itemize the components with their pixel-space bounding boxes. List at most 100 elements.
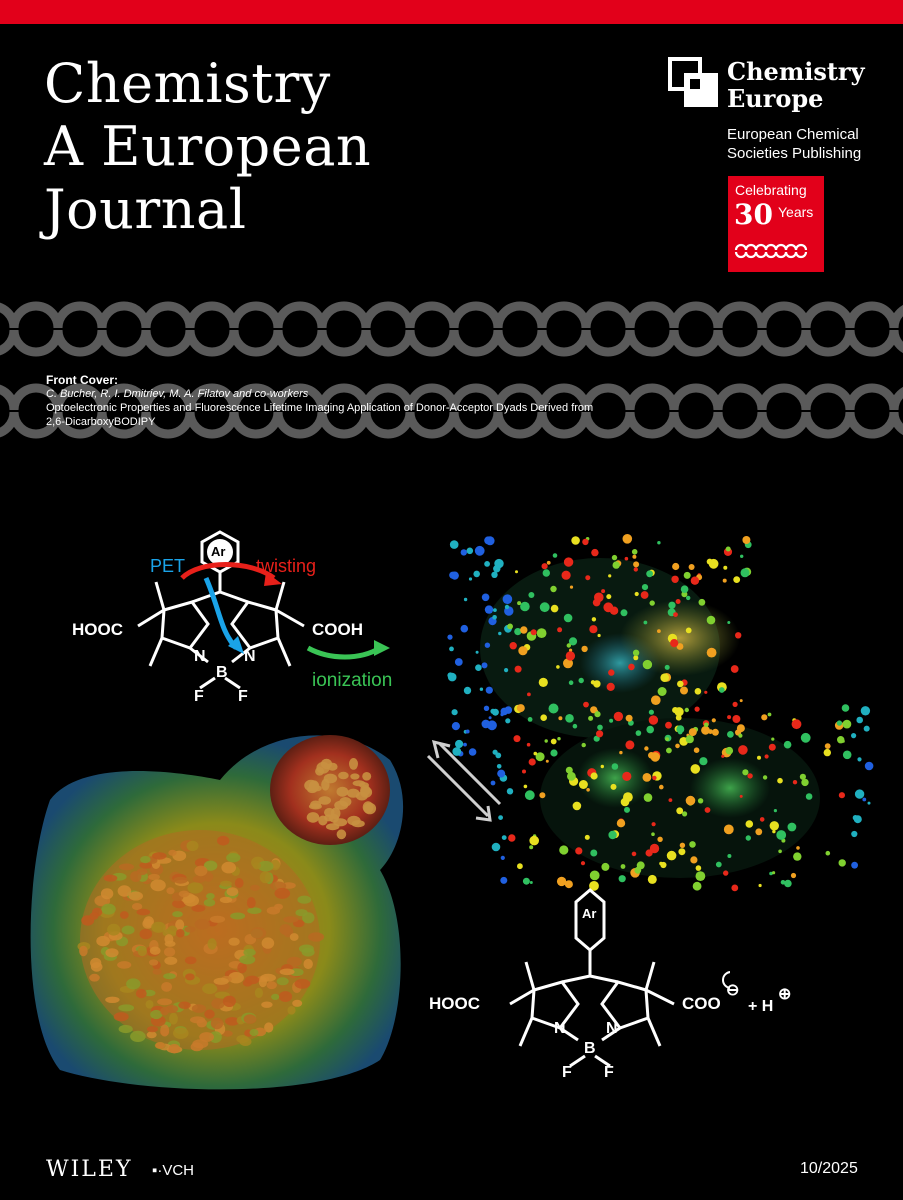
fluorescent-dot	[564, 880, 573, 889]
fluorescent-dot	[575, 847, 583, 855]
fluorescent-dot	[680, 585, 689, 593]
fluorescent-dot	[666, 747, 672, 754]
fluorescent-dot	[723, 870, 729, 876]
fluorescent-dot	[640, 591, 649, 599]
spheroid-cell	[362, 772, 372, 781]
spheroid-cell	[257, 860, 274, 872]
bodipy-scheme-top	[137, 530, 390, 690]
fluorescent-dot	[524, 790, 535, 801]
fluorescent-dot	[483, 705, 490, 711]
fluorescent-dot	[727, 715, 732, 720]
spheroid-cell	[135, 988, 147, 999]
fluorescent-dot	[557, 627, 563, 633]
fluorescent-dot	[684, 707, 689, 713]
front-cover-title-line-2: 2,6-DicarboxyBODIPY	[46, 416, 156, 428]
spheroid-cell	[209, 915, 226, 923]
badge-number: 30	[734, 198, 773, 231]
spheroid-cell	[302, 912, 315, 924]
fluorescent-dot	[682, 811, 688, 817]
fluorescent-dot	[792, 780, 798, 785]
fluorescent-dot	[550, 585, 557, 593]
spheroid-cell	[150, 1009, 163, 1020]
spheroid-cell	[148, 873, 160, 881]
fluorescent-dot	[559, 845, 569, 855]
fluorescent-dot	[791, 719, 802, 730]
fluorescent-dot	[641, 584, 649, 591]
fluorescent-dot	[764, 754, 769, 759]
fluorescent-dot	[678, 848, 686, 856]
fluorescent-dot	[665, 721, 672, 729]
fluorescent-dot	[800, 732, 811, 743]
fluorescent-dot	[479, 687, 484, 691]
fluorescent-dot	[601, 862, 610, 871]
fluorescent-dot	[801, 778, 809, 787]
fluorescent-dot	[856, 716, 863, 724]
fluorescent-dot	[526, 742, 531, 747]
spheroid-cell	[172, 911, 183, 918]
fluorescent-dot	[500, 712, 504, 717]
fluorescent-dot	[659, 784, 664, 790]
spheroid-cell	[225, 1017, 240, 1026]
spheroid-cell	[351, 820, 365, 828]
scheme-top-cooh: COOH	[312, 620, 363, 639]
fluorescent-dot	[481, 662, 488, 669]
fluorescent-dot	[473, 570, 480, 578]
spheroid-cell	[220, 880, 232, 887]
spheroid-cell	[250, 927, 267, 939]
fluorescent-dot	[493, 608, 497, 612]
fluorescent-dot	[648, 715, 659, 725]
fluorescent-dot	[824, 743, 831, 749]
fluorescent-dot	[592, 598, 601, 607]
fluorescent-dot	[465, 729, 470, 734]
fluorescent-dot	[854, 789, 865, 799]
fluorescent-dot	[860, 706, 871, 716]
fluorescent-dot	[643, 793, 653, 802]
fluorescent-dot	[593, 735, 600, 742]
fluorescent-dot	[600, 764, 604, 769]
fluorescent-dot	[550, 738, 557, 745]
fluorescent-dot	[704, 690, 708, 694]
fluorescent-dot	[701, 725, 710, 735]
fluorescent-dot	[740, 554, 744, 558]
fluorescent-dot	[533, 751, 538, 756]
fluorescent-dot	[771, 737, 775, 741]
fluorescent-dot	[659, 861, 663, 866]
fluorescent-dot	[548, 703, 559, 714]
fluorescent-dot	[675, 714, 682, 721]
fluorescent-dot	[677, 680, 684, 688]
fluorescent-dot	[777, 777, 783, 784]
spheroid-cell	[163, 973, 176, 980]
fluorescent-dot	[568, 680, 574, 685]
fluorescent-dot	[851, 733, 857, 739]
fluorescent-dot	[733, 576, 741, 583]
spheroid-cell	[226, 887, 239, 896]
fluorescent-dot	[657, 836, 663, 842]
spheroid-cell	[149, 946, 161, 955]
fluorescent-dot	[597, 724, 603, 731]
spheroid-cell	[166, 887, 175, 895]
front-cover-caption: Front Cover: C. Bucher, R. I. Dmitriev, …	[46, 373, 746, 429]
scheme-top-f-left: F	[194, 688, 204, 705]
spheroid-cell	[306, 812, 320, 823]
spheroid-cell	[202, 983, 218, 994]
spheroid-cell	[105, 948, 119, 958]
spheroid-cell	[199, 1032, 215, 1042]
spheroid-cell	[203, 898, 216, 907]
fluorescent-dot	[566, 643, 571, 648]
spheroid-cell	[119, 911, 129, 919]
fluorescent-dot	[689, 841, 696, 848]
fluorescent-dot	[773, 809, 777, 813]
spheroid-cell	[276, 977, 289, 986]
fluorescent-dot	[522, 877, 530, 885]
anniversary-badge: Celebrating 30 Years	[728, 176, 824, 272]
fluorescent-dot	[612, 561, 620, 569]
fluorescent-dot	[676, 807, 684, 815]
spheroid-cell	[126, 978, 141, 990]
fluorescent-dot	[468, 577, 473, 581]
fluorescent-dot	[633, 561, 640, 568]
fluorescent-dot	[463, 597, 468, 602]
fluorescent-dot	[732, 715, 741, 723]
fluorescent-dot	[732, 701, 738, 707]
fluorescent-dot	[864, 761, 874, 771]
fluorescent-dot	[778, 849, 782, 854]
